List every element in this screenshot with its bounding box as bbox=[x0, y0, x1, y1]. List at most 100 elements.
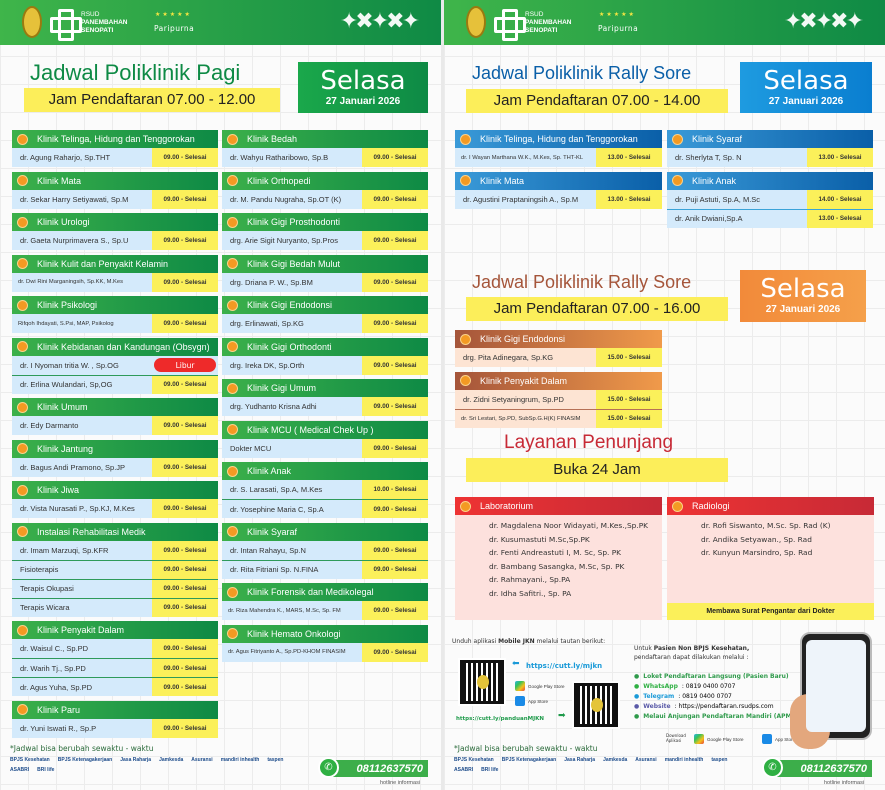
clinic-name: Klinik Jiwa bbox=[37, 485, 80, 495]
hotline-number[interactable]: 08112637570 bbox=[772, 760, 872, 777]
qr-code-mjkn[interactable] bbox=[458, 658, 506, 706]
stars-icon: ★★★★★ bbox=[155, 11, 192, 18]
partner-logos: BPJS Kesehatan BPJS Ketenagakerjaan Jasa R… bbox=[454, 757, 754, 774]
doctor-name: dr. Yosephine Maria C, Sp.A bbox=[230, 504, 324, 514]
partner-logo: ASABRI bbox=[454, 767, 474, 773]
regency-seal-logo bbox=[466, 6, 486, 38]
clinic-block: Klinik Penyakit Dalam dr. Zidni Setyaning… bbox=[455, 371, 662, 428]
laboratorium-header: Laboratorium bbox=[455, 497, 662, 515]
doctor-row: dr. Wahyu Ratharibowo, Sp.B 09.00 - Seles… bbox=[222, 148, 428, 167]
partner-logo: BPJS Ketenagakerjaan bbox=[57, 757, 113, 763]
tooth-icon bbox=[227, 341, 238, 352]
doctor-name: dr. Agus Yuha, Sp.PD bbox=[20, 682, 92, 692]
doctor-row: dr. I Nyoman tritia W. , Sp.OG Libur bbox=[12, 355, 218, 375]
non-bpjs-intro-1: Untuk bbox=[634, 645, 654, 652]
qr-code-panduan[interactable] bbox=[572, 681, 620, 729]
clinic-block: Instalasi Rehabilitasi Medik dr. Imam Mar… bbox=[12, 522, 218, 617]
clinic-header: Klinik Jantung bbox=[12, 439, 218, 458]
lungs-icon bbox=[17, 704, 28, 715]
partner-logo: BRI life bbox=[481, 767, 499, 773]
clinic-name: Klinik Gigi Bedah Mulut bbox=[247, 258, 341, 269]
ornament-icon: ✦✖✦✖✦ bbox=[783, 9, 864, 34]
schedule-time: 09.00 - Selesai bbox=[152, 148, 218, 167]
clinic-name: Klinik Mata bbox=[37, 175, 82, 186]
google-play-badge[interactable]: Google Play Store bbox=[515, 681, 565, 691]
referral-note: Membawa Surat Pengantar dari Dokter bbox=[667, 603, 874, 620]
clinic-block: Klinik Gigi Umum drg. Yudhanto Krisna Adh… bbox=[222, 379, 428, 416]
clinic-block: Klinik Gigi Prosthodonti drg. Arie Sigit … bbox=[222, 213, 428, 250]
clinic-header: Klinik Kebidanan dan Kandungan (Obsygn) bbox=[12, 337, 218, 356]
clinic-column-1: Klinik Telinga, Hidung dan Tenggorokan dr… bbox=[12, 130, 218, 738]
whatsapp-icon: ✆ bbox=[762, 757, 783, 778]
doctor-row: Terapis Wicara 09.00 - Selesai bbox=[12, 597, 218, 617]
clinic-header: Klinik MCU ( Medical Chek Up ) bbox=[222, 420, 428, 439]
partner-logo: Asuransi bbox=[191, 757, 213, 763]
doctor-name: Terapis Okupasi bbox=[20, 584, 74, 593]
hotline-number[interactable]: 08112637570 bbox=[328, 760, 428, 777]
channel-value: : 0819 0400 0707 bbox=[678, 693, 732, 700]
doctor-row: Terapis Okupasi 09.00 - Selesai bbox=[12, 578, 218, 598]
phone-screen bbox=[806, 640, 866, 732]
header-bar: RSUD PANEMBAHAN SENOPATI ★★★★★ Paripurna ✦… bbox=[444, 0, 885, 45]
clinic-block: Klinik Anak dr. Puji Astuti, Sp.A, M.Sc 14… bbox=[667, 171, 873, 228]
lab-doctor: dr. Rahmayani., Sp.PA bbox=[489, 575, 571, 584]
brain-icon bbox=[672, 133, 683, 145]
clinic-header: Klinik Gigi Endodonsi bbox=[455, 330, 662, 348]
clinic-block: Klinik Telinga, Hidung dan Tenggorokan dr… bbox=[455, 130, 662, 167]
jkn-intro: Unduh aplikasi Mobile JKN melalui tautan… bbox=[452, 638, 624, 646]
brand-name2: SENOPATI bbox=[81, 27, 114, 34]
doctor-name: dr. Warih Tj., Sp.PD bbox=[20, 663, 86, 673]
doctor-row: dr. Agus Fitriyanto A., Sp.PD-KHOM FINAS… bbox=[222, 642, 428, 662]
doctor-row: dr. Waisul C., Sp.PD 09.00 - Selesai bbox=[12, 639, 218, 658]
registration-channel[interactable]: ● Melaui Anjungan Pendaftaran Mandiri (AP… bbox=[634, 712, 794, 722]
google-play-icon bbox=[515, 681, 525, 691]
non-bpjs-intro-2: pendaftaran dapat dilakukan melalui : bbox=[634, 654, 749, 661]
registration-channel[interactable]: ● Loket Pendaftaran Langsung (Pasien Baru… bbox=[634, 672, 794, 682]
clinic-header: Klinik Forensik dan Medikolegal bbox=[222, 583, 428, 601]
registration-channel[interactable]: ● WhatsApp: 0819 0400 0707 bbox=[634, 682, 794, 692]
doctor-row: dr. S. Larasati, Sp.A, M.Kes 10.00 - Sele… bbox=[222, 480, 428, 499]
link-panduan-mjkn[interactable]: https://cutt.ly/panduanMJKN bbox=[456, 716, 545, 722]
doctor-name: dr. Edy Darmanto bbox=[20, 421, 79, 430]
channel-label: Melaui Anjungan Pendaftaran Mandiri (APM… bbox=[643, 713, 795, 720]
clinic-column-2: Klinik Bedah dr. Wahyu Ratharibowo, Sp.B 0… bbox=[222, 130, 428, 662]
link-mjkn[interactable]: https://cutt.ly/mjkn bbox=[526, 662, 603, 670]
clinic-name: Klinik Syaraf bbox=[247, 526, 298, 537]
clinic-block: Klinik Mata dr. Sekar Harry Setiyawati, S… bbox=[12, 171, 218, 209]
google-play-badge-2[interactable]: Google Play Store bbox=[694, 734, 744, 744]
clinic-header: Klinik Bedah bbox=[222, 130, 428, 148]
day-box-1: Selasa 27 Januari 2026 bbox=[740, 62, 872, 113]
doctor-name: drg. Yudhanto Krisna Adhi bbox=[230, 402, 317, 411]
partner-logo: BPJS Ketenagakerjaan bbox=[501, 757, 557, 763]
doctor-name: dr. Sherlyta T, Sp. N bbox=[675, 153, 742, 162]
xray-icon bbox=[672, 500, 683, 512]
app-store-badge-2[interactable]: App Store bbox=[762, 734, 795, 744]
doctor-name: drg. Driana P. W., Sp.BM bbox=[230, 277, 313, 287]
doctor-name: dr. Sri Lestari, Sp.PD, SubSp.G.H(K) FIN… bbox=[461, 415, 581, 422]
forensic-icon bbox=[227, 586, 238, 598]
doctor-icon bbox=[460, 375, 471, 386]
day-box-2: Selasa 27 Januari 2026 bbox=[740, 270, 866, 322]
partner-logo: mandiri inhealth bbox=[664, 757, 704, 763]
schedule-time: 09.00 - Selesai bbox=[152, 598, 218, 617]
doctor-name: dr. Rita Fitriani Sp. N.FINA bbox=[230, 565, 319, 574]
kidney-icon bbox=[17, 216, 28, 228]
panel-poliklinik-pagi: RSUD PANEMBAHAN SENOPATI ★★★★★ Paripurna ✦… bbox=[0, 0, 441, 790]
registration-channel[interactable]: ● Telegram: 0819 0400 0707 bbox=[634, 692, 794, 702]
clinic-name: Klinik Gigi Umum bbox=[247, 383, 317, 393]
regency-seal-logo bbox=[22, 6, 42, 38]
schedule-time: 09.00 - Selesai bbox=[152, 659, 218, 677]
day-label: Selasa bbox=[320, 66, 406, 96]
app-store-badge[interactable]: App Store bbox=[515, 696, 548, 706]
clinic-header: Klinik Kulit dan Penyakit Kelamin bbox=[12, 254, 218, 273]
schedule-time: 09.00 - Selesai bbox=[152, 272, 218, 292]
clinic-header: Klinik Telinga, Hidung dan Tenggorokan bbox=[12, 130, 218, 148]
doctor-row: drg. Erlinawati, Sp.KG 09.00 - Selesai bbox=[222, 314, 428, 333]
doctor-name: dr. Yuni Iswati R., Sp.P bbox=[20, 723, 97, 733]
clinic-block: Klinik Penyakit Dalam dr. Waisul C., Sp.P… bbox=[12, 621, 218, 696]
clinic-header: Klinik Psikologi bbox=[12, 296, 218, 314]
schedule-time: 09.00 - Selesai bbox=[152, 560, 218, 579]
partner-logo: Jamkesda bbox=[159, 757, 184, 763]
registration-channel[interactable]: ● Website: https://pendaftaran.rsudps.com bbox=[634, 702, 794, 712]
doctor-name: dr. Sekar Harry Setiyawati, Sp.M bbox=[20, 194, 129, 204]
